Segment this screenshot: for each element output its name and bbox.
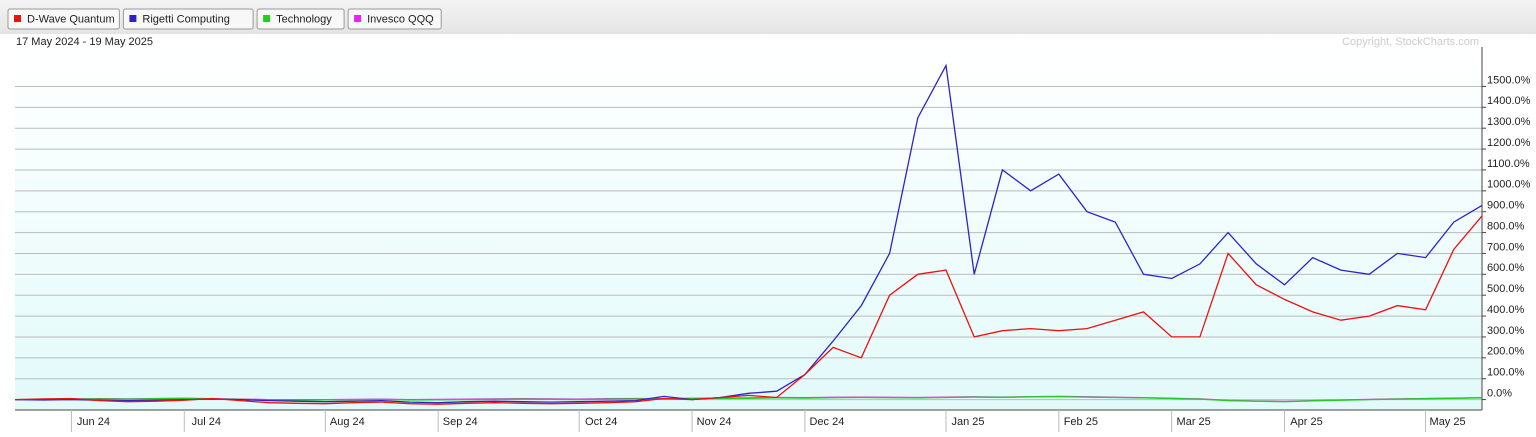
y-tick-label: 500.0% <box>1487 283 1525 295</box>
legend-item[interactable]: Rigetti Computing <box>122 8 254 30</box>
legend-item[interactable]: Invesco QQQ <box>347 8 442 30</box>
y-tick-label: 900.0% <box>1487 200 1525 212</box>
legend-swatch <box>263 15 271 22</box>
y-tick-label: 1300.0% <box>1487 116 1531 128</box>
x-tick-label: Mar 25 <box>1177 416 1211 428</box>
x-tick-label: Jan 25 <box>951 416 984 428</box>
x-tick-label: Aug 24 <box>330 416 365 428</box>
series-line <box>14 215 1483 405</box>
copyright: Copyright, StockCharts.com <box>1342 36 1479 48</box>
x-tick-label: Oct 24 <box>585 416 617 428</box>
x-tick-label: Apr 25 <box>1290 416 1322 428</box>
y-tick-label: 400.0% <box>1487 304 1525 316</box>
y-tick-label: 0.0% <box>1487 387 1512 399</box>
legend-item[interactable]: Technology <box>256 8 345 30</box>
y-tick-label: 600.0% <box>1487 262 1525 274</box>
plot-area <box>15 52 1482 410</box>
y-tick-label: 1000.0% <box>1487 179 1531 191</box>
legend-swatch <box>354 15 362 22</box>
y-tick-label: 1200.0% <box>1487 137 1531 149</box>
y-tick-label: 200.0% <box>1487 346 1525 358</box>
y-tick-label: 700.0% <box>1487 241 1525 253</box>
y-tick-label: 300.0% <box>1487 325 1525 337</box>
series-line <box>14 63 1483 404</box>
legend-swatch <box>14 15 21 22</box>
x-tick-label: Nov 24 <box>697 416 732 428</box>
x-tick-label: Feb 25 <box>1064 416 1098 428</box>
x-tick-label: Jun 24 <box>77 416 110 428</box>
y-tick-label: 1100.0% <box>1487 158 1530 170</box>
legend-item[interactable]: D-Wave Quantum <box>7 8 120 30</box>
legend-bar <box>0 0 1536 34</box>
x-tick-label: Dec 24 <box>809 416 844 428</box>
legend-button <box>256 8 345 30</box>
y-tick-label: 1400.0% <box>1487 95 1531 107</box>
legend-button <box>7 8 120 30</box>
x-tick-label: Sep 24 <box>443 416 478 428</box>
y-tick-label: 100.0% <box>1487 367 1525 379</box>
legend-swatch <box>129 15 137 22</box>
x-tick-label: Jul 24 <box>192 416 221 428</box>
legend-button <box>347 8 442 30</box>
legend-button <box>122 8 254 30</box>
legend-label: Invesco QQQ <box>367 13 434 25</box>
legend-label: Rigetti Computing <box>142 13 229 25</box>
legend-label: Technology <box>276 13 332 25</box>
subtitle: 17 May 2024 - 19 May 2025 <box>16 36 153 48</box>
legend-label: D-Wave Quantum <box>27 13 115 25</box>
y-tick-label: 800.0% <box>1487 220 1525 232</box>
y-tick-label: 1500.0% <box>1487 74 1531 86</box>
x-tick-label: May 25 <box>1430 416 1466 428</box>
